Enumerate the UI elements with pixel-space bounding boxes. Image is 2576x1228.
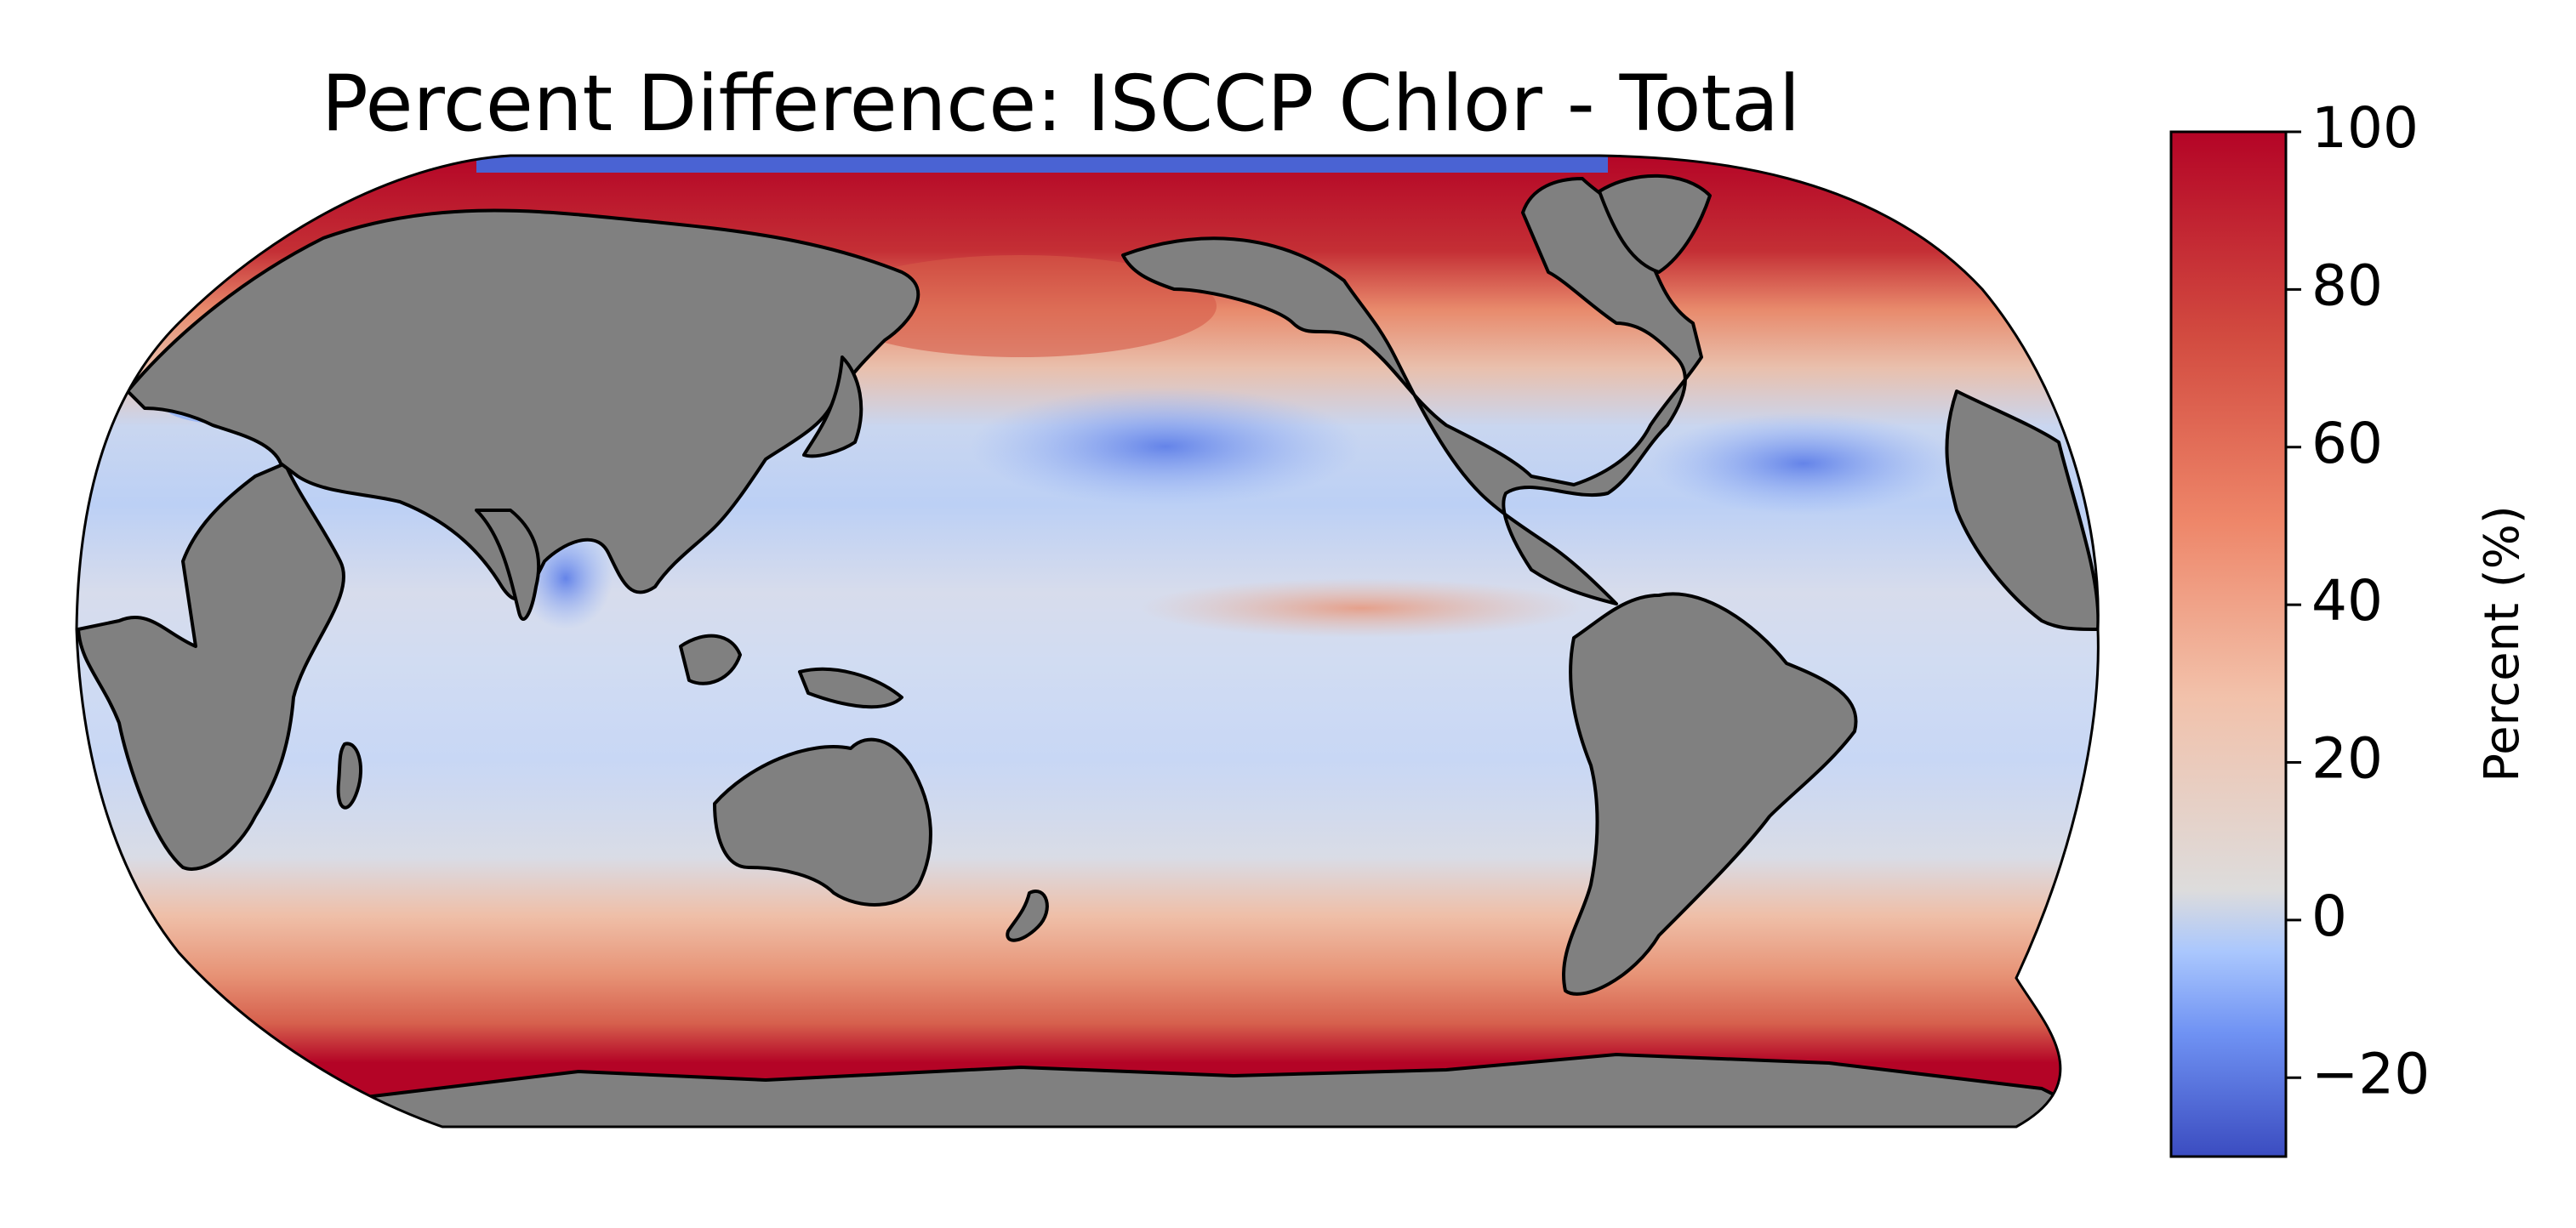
colorbar-gradient bbox=[2169, 130, 2288, 1158]
map-title: Percent Difference: ISCCP Chlor - Total bbox=[321, 60, 1801, 149]
colorbar-tick-label: 60 bbox=[2311, 411, 2383, 476]
land-masses bbox=[77, 173, 2099, 1127]
colorbar-tick-label: 40 bbox=[2311, 568, 2383, 634]
map-data-field bbox=[77, 156, 2099, 1127]
colorbar-label: Percent (%) bbox=[2475, 505, 2530, 782]
colorbar-tick-label: −20 bbox=[2311, 1041, 2430, 1106]
colorbar-tick-label: 0 bbox=[2311, 884, 2347, 949]
colorbar-tick-label: 20 bbox=[2311, 726, 2383, 792]
globe-outline bbox=[75, 154, 2100, 1129]
colorbar-tick-label: 80 bbox=[2311, 253, 2383, 318]
colorbar-tick-label: 100 bbox=[2311, 95, 2419, 161]
colorbar-ticks: 100 80 60 40 20 0 −20 bbox=[2286, 95, 2430, 1106]
